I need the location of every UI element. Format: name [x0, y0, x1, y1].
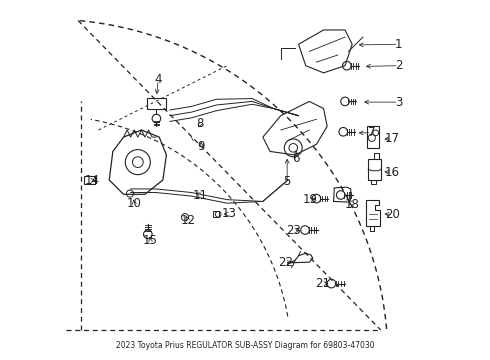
Text: 2023 Toyota Prius REGULATOR SUB-ASSY Diagram for 69803-47030: 2023 Toyota Prius REGULATOR SUB-ASSY Dia…	[116, 341, 374, 350]
Text: 9: 9	[197, 140, 205, 153]
Text: 19: 19	[302, 193, 318, 206]
Text: 11: 11	[193, 189, 208, 202]
Text: 2: 2	[395, 59, 402, 72]
Bar	[84, 176, 95, 184]
Text: 1: 1	[395, 38, 402, 51]
Text: 16: 16	[385, 166, 400, 179]
Text: 15: 15	[143, 234, 158, 247]
Bar	[147, 98, 167, 109]
Text: 7: 7	[368, 126, 375, 139]
Text: 17: 17	[385, 132, 400, 145]
Text: 13: 13	[221, 207, 236, 220]
Polygon shape	[367, 200, 380, 226]
Text: 10: 10	[127, 197, 142, 210]
Text: 18: 18	[345, 198, 360, 211]
Text: 8: 8	[196, 117, 204, 130]
Text: 14: 14	[85, 174, 99, 187]
Bar	[213, 211, 220, 217]
Text: 23: 23	[286, 224, 301, 237]
Text: 6: 6	[293, 152, 300, 165]
Text: 4: 4	[154, 73, 162, 86]
Polygon shape	[367, 126, 379, 148]
Text: 12: 12	[180, 213, 196, 226]
Polygon shape	[368, 158, 381, 180]
Text: 22: 22	[278, 256, 293, 269]
Text: 21: 21	[316, 277, 330, 290]
Text: 3: 3	[395, 96, 402, 109]
Text: 5: 5	[283, 175, 291, 188]
Text: 20: 20	[385, 208, 400, 221]
